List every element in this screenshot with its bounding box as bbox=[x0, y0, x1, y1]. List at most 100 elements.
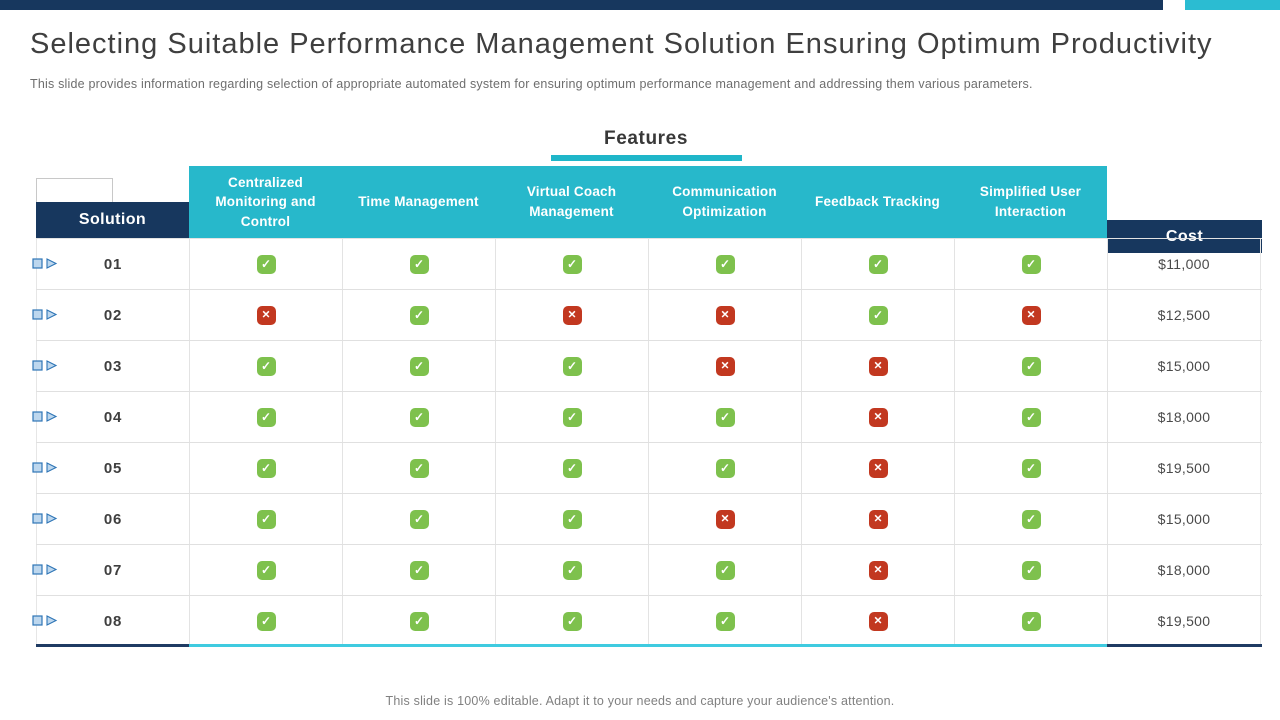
slide-subtitle: This slide provides information regardin… bbox=[30, 77, 1033, 91]
check-icon: ✓ bbox=[715, 560, 735, 580]
check-icon: ✓ bbox=[1021, 407, 1041, 427]
check-icon: ✓ bbox=[868, 305, 888, 325]
outline-markers-icon bbox=[32, 462, 58, 473]
feature-column-header: Time Management bbox=[358, 194, 479, 210]
feature-cell: ✓ bbox=[954, 239, 1107, 289]
outline-markers-icon bbox=[32, 615, 58, 626]
solution-number: 03 bbox=[103, 357, 123, 375]
check-icon: ✓ bbox=[409, 611, 429, 631]
check-icon: ✓ bbox=[1021, 509, 1041, 529]
feature-cell: ✓ bbox=[954, 494, 1107, 544]
check-icon: ✓ bbox=[1021, 560, 1041, 580]
feature-cell: ✓ bbox=[342, 596, 495, 646]
solution-cell: 07 bbox=[32, 545, 189, 595]
feature-cell: ✓ bbox=[189, 443, 342, 493]
check-icon: ✓ bbox=[562, 356, 582, 376]
feature-cell: ✕ bbox=[801, 494, 954, 544]
top-bar-teal-segment bbox=[1185, 0, 1280, 10]
check-icon: ✓ bbox=[1021, 356, 1041, 376]
cross-icon: ✕ bbox=[256, 305, 276, 325]
feature-cell: ✓ bbox=[954, 341, 1107, 391]
check-icon: ✓ bbox=[715, 611, 735, 631]
outline-triangle-icon bbox=[46, 360, 58, 371]
table-row: 08 ✓ ✓ ✓ ✓ ✕ ✓ $19,500 bbox=[32, 596, 1262, 647]
outline-square-icon bbox=[32, 615, 43, 626]
feature-cell: ✕ bbox=[648, 494, 801, 544]
feature-cell: ✓ bbox=[495, 341, 648, 391]
outline-square-icon bbox=[32, 258, 43, 269]
footer-note: This slide is 100% editable. Adapt it to… bbox=[385, 694, 895, 708]
feature-cell: ✓ bbox=[648, 545, 801, 595]
feature-cell: ✓ bbox=[189, 494, 342, 544]
feature-cell: ✓ bbox=[189, 392, 342, 442]
feature-cell: ✓ bbox=[495, 545, 648, 595]
solution-number: 05 bbox=[103, 459, 123, 477]
cross-icon: ✕ bbox=[868, 356, 888, 376]
outline-square-icon bbox=[32, 513, 43, 524]
cross-icon: ✕ bbox=[868, 407, 888, 427]
outline-markers-icon bbox=[32, 360, 58, 371]
page-title: Selecting Suitable Performance Managemen… bbox=[30, 28, 1213, 60]
check-icon: ✓ bbox=[409, 458, 429, 478]
solution-number: 07 bbox=[103, 561, 123, 579]
outline-markers-icon bbox=[32, 513, 58, 524]
bottom-line-navy-right bbox=[1107, 644, 1262, 647]
solution-number: 04 bbox=[103, 408, 123, 426]
feature-cell: ✓ bbox=[495, 494, 648, 544]
features-heading: Features bbox=[603, 128, 688, 149]
cross-icon: ✕ bbox=[868, 509, 888, 529]
outline-triangle-icon bbox=[46, 462, 58, 473]
feature-cell: ✕ bbox=[801, 596, 954, 646]
outline-triangle-icon bbox=[46, 615, 58, 626]
feature-cell: ✓ bbox=[189, 239, 342, 289]
feature-cell: ✕ bbox=[648, 290, 801, 340]
table-row: 07 ✓ ✓ ✓ ✓ ✕ ✓ $18,000 bbox=[32, 545, 1262, 596]
comparison-table-body: 01 ✓ ✓ ✓ ✓ ✓ ✓ $11,000 02 ✕ ✓ ✕ ✕ ✓ ✕ $12,500 03 ✓ ✓ ✓ ✕ ✕ ✓ $1… bbox=[32, 238, 1262, 647]
cross-icon: ✕ bbox=[715, 356, 735, 376]
cross-icon: ✕ bbox=[1021, 305, 1041, 325]
feature-cell: ✓ bbox=[342, 392, 495, 442]
feature-cell: ✓ bbox=[189, 545, 342, 595]
check-icon: ✓ bbox=[409, 254, 429, 274]
feature-cell: ✓ bbox=[189, 341, 342, 391]
check-icon: ✓ bbox=[409, 560, 429, 580]
feature-cell: ✕ bbox=[801, 341, 954, 391]
check-icon: ✓ bbox=[1021, 254, 1041, 274]
cost-cell: $19,500 bbox=[1107, 443, 1261, 493]
row-markers bbox=[32, 615, 58, 628]
cross-icon: ✕ bbox=[715, 305, 735, 325]
outline-triangle-icon bbox=[46, 258, 58, 269]
row-markers bbox=[32, 513, 58, 526]
check-icon: ✓ bbox=[715, 458, 735, 478]
cross-icon: ✕ bbox=[715, 509, 735, 529]
row-markers bbox=[32, 564, 58, 577]
check-icon: ✓ bbox=[562, 254, 582, 274]
check-icon: ✓ bbox=[409, 407, 429, 427]
cross-icon: ✕ bbox=[868, 458, 888, 478]
cost-cell: $19,500 bbox=[1107, 596, 1261, 646]
feature-cell: ✓ bbox=[342, 239, 495, 289]
row-markers bbox=[32, 462, 58, 475]
feature-cell: ✓ bbox=[495, 596, 648, 646]
check-icon: ✓ bbox=[715, 407, 735, 427]
cross-icon: ✕ bbox=[868, 560, 888, 580]
row-markers bbox=[32, 360, 58, 373]
feature-cell: ✓ bbox=[648, 596, 801, 646]
solution-cell: 04 bbox=[32, 392, 189, 442]
cross-icon: ✕ bbox=[868, 611, 888, 631]
feature-cell: ✓ bbox=[495, 239, 648, 289]
cost-cell: $11,000 bbox=[1107, 239, 1261, 289]
feature-cell: ✓ bbox=[801, 290, 954, 340]
cross-icon: ✕ bbox=[562, 305, 582, 325]
check-icon: ✓ bbox=[868, 254, 888, 274]
check-icon: ✓ bbox=[715, 254, 735, 274]
check-icon: ✓ bbox=[256, 254, 276, 274]
row-markers bbox=[32, 411, 58, 424]
feature-cell: ✓ bbox=[954, 545, 1107, 595]
row-markers bbox=[32, 309, 58, 322]
check-icon: ✓ bbox=[256, 407, 276, 427]
feature-cell: ✓ bbox=[342, 443, 495, 493]
feature-cell: ✕ bbox=[801, 443, 954, 493]
check-icon: ✓ bbox=[256, 458, 276, 478]
